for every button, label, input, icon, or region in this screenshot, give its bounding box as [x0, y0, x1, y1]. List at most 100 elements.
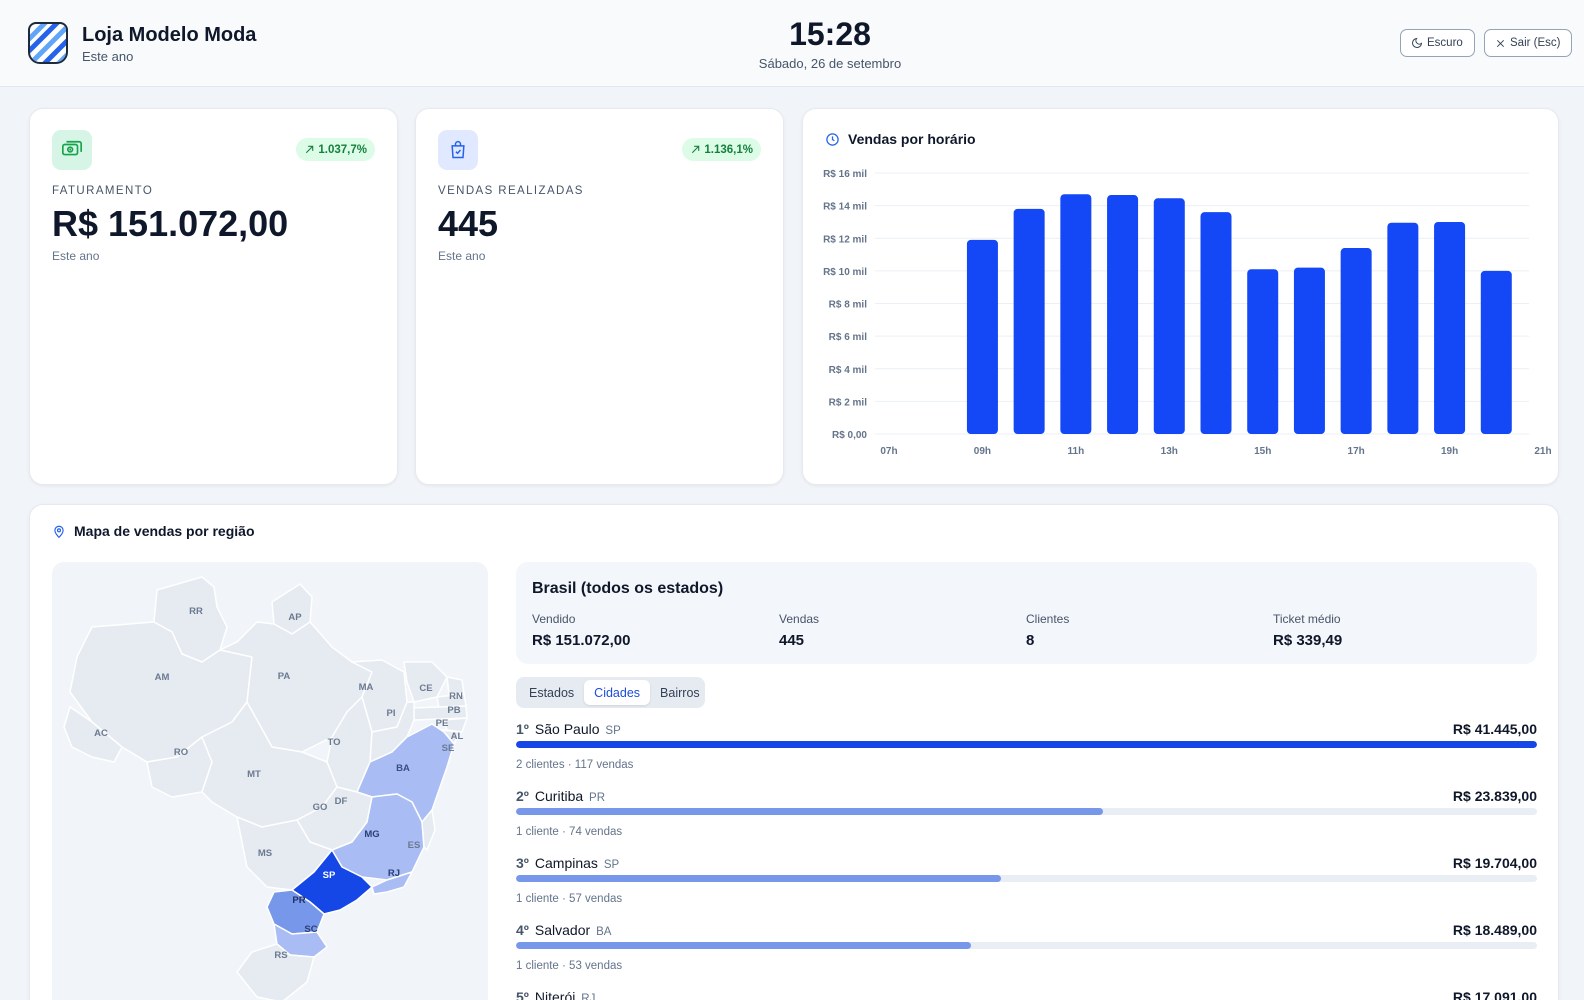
- chart-bar: [1153, 198, 1185, 434]
- chart-y-tick-label: R$ 16 mil: [823, 169, 867, 180]
- chart-x-tick-label: 07h: [880, 446, 897, 457]
- chart-x-tick-label: 11h: [1068, 446, 1085, 457]
- map-state-rj[interactable]: [371, 871, 413, 895]
- chart-bar: [1107, 195, 1139, 434]
- revenue-growth-value: 1.037,7%: [318, 143, 367, 156]
- chart-bar: [1013, 208, 1045, 434]
- chart-y-tick-label: R$ 12 mil: [823, 234, 867, 245]
- tab-cidades[interactable]: Cidades: [584, 680, 651, 705]
- map-pin-icon: [54, 525, 64, 538]
- revenue-period: Este ano: [52, 249, 100, 263]
- stat-sold-value: R$ 151.072,00: [532, 632, 631, 649]
- chart-bar: [1247, 269, 1279, 434]
- chart-x-tick-label: 21h: [1534, 446, 1551, 457]
- trend-up-icon: [306, 145, 314, 154]
- city-ranking-row[interactable]: 4º Salvador BA R$ 18.489,00 1 cliente · 53 …: [516, 916, 1537, 983]
- hourly-sales-title: Vendas por horário: [825, 131, 976, 147]
- clock-icon: [826, 132, 839, 146]
- chart-x-tick-label: 15h: [1254, 446, 1271, 457]
- city-rank-position: 3º: [516, 855, 529, 871]
- map-label-rj: RJ: [388, 868, 400, 879]
- map-state-es[interactable]: [421, 809, 436, 851]
- region-map-card: Mapa de vendas por região: [29, 504, 1559, 1000]
- chart-bar: [966, 239, 998, 434]
- map-state-al[interactable]: [443, 717, 468, 733]
- chart-y-tick-label: R$ 10 mil: [823, 267, 867, 278]
- map-label-ma: MA: [359, 682, 374, 693]
- sales-growth-value: 1.136,1%: [704, 143, 753, 156]
- map-label-pr: PR: [292, 895, 305, 906]
- map-label-to: TO: [327, 737, 340, 748]
- city-ranking-row[interactable]: 2º Curitiba PR R$ 23.839,00 1 cliente · 74 …: [516, 782, 1537, 849]
- city-rank-position: 4º: [516, 922, 529, 938]
- chart-x-tick-label: 13h: [1161, 446, 1178, 457]
- city-revenue: R$ 17.091,00: [1452, 989, 1537, 1000]
- store-name: Loja Modelo Moda: [82, 24, 257, 46]
- chart-x-tick-label: 17h: [1348, 446, 1365, 457]
- map-label-mg: MG: [364, 829, 379, 840]
- region-summary-title: Brasil (todos os estados): [532, 580, 724, 597]
- city-ranking-row[interactable]: 3º Campinas SP R$ 19.704,00 1 cliente · 57 …: [516, 849, 1537, 916]
- city-name: Salvador: [534, 922, 591, 938]
- city-revenue-bar-track: [516, 875, 1537, 882]
- map-state-rs[interactable]: [236, 943, 315, 1000]
- sales-value: 445: [438, 203, 499, 244]
- city-name: Niterói: [534, 989, 576, 1000]
- city-state: BA: [596, 926, 612, 938]
- stat-avg-ticket-value: R$ 339,49: [1273, 632, 1343, 649]
- city-ranking-head: 3º Campinas SP R$ 19.704,00: [516, 855, 1537, 871]
- city-state: RJ: [581, 993, 596, 1000]
- map-label-ba: BA: [396, 763, 410, 774]
- map-label-rr: RR: [189, 606, 203, 617]
- sales-label: VENDAS REALIZADAS: [438, 185, 584, 197]
- chart-y-tick-label: R$ 2 mil: [829, 397, 868, 408]
- city-revenue-bar-fill: [516, 942, 972, 949]
- tab-bairros[interactable]: Bairros: [660, 685, 700, 700]
- city-meta: 1 cliente · 57 vendas: [516, 893, 623, 905]
- chart-bar: [1200, 212, 1232, 434]
- sales-period: Este ano: [438, 249, 486, 263]
- city-meta: 1 cliente · 74 vendas: [516, 826, 623, 838]
- map-label-sc: SC: [304, 924, 317, 935]
- dark-mode-button[interactable]: Escuro: [1400, 29, 1475, 57]
- city-ranking-head: 1º São Paulo SP R$ 41.445,00: [516, 721, 1537, 737]
- stat-customers: Clientes 8: [1026, 612, 1069, 649]
- map-label-rs: RS: [274, 950, 287, 961]
- map-label-df: DF: [335, 796, 348, 807]
- hourly-sales-card: Vendas por horário R$ 0,00 R$ 2 mil R$ 4 m…: [802, 108, 1559, 485]
- chart-bar: [1480, 270, 1512, 434]
- hourly-sales-title-text: Vendas por horário: [848, 131, 976, 147]
- city-revenue-bar-track: [516, 942, 1537, 949]
- city-ranking-row[interactable]: 1º São Paulo SP R$ 41.445,00 2 clientes · 1…: [516, 715, 1537, 782]
- city-meta: 2 clientes · 117 vendas: [516, 759, 634, 771]
- map-label-mt: MT: [247, 769, 261, 780]
- city-ranking-row[interactable]: 5º Niterói RJ R$ 17.091,00: [516, 983, 1537, 1000]
- map-label-ce: CE: [419, 683, 432, 694]
- chart-y-tick-label: R$ 0,00: [832, 430, 867, 441]
- city-meta: 1 cliente · 53 vendas: [516, 960, 623, 972]
- city-revenue-bar-track: [516, 808, 1537, 815]
- map-label-go: GO: [313, 802, 328, 813]
- map-label-ms: MS: [258, 848, 272, 859]
- dark-mode-label: Escuro: [1427, 37, 1463, 49]
- city-rank-position: 2º: [516, 788, 529, 804]
- exit-button[interactable]: Sair (Esc): [1484, 29, 1572, 57]
- stat-sales-label: Vendas: [779, 612, 820, 626]
- top-header: Loja Modelo Moda Este ano 15:28 Sábado, …: [0, 0, 1584, 87]
- chart-x-tick-label: 09h: [974, 446, 991, 457]
- clock: 15:28: [789, 16, 871, 52]
- region-map-title-text: Mapa de vendas por região: [74, 523, 255, 539]
- map-state-ac[interactable]: [63, 706, 123, 763]
- city-revenue: R$ 18.489,00: [1452, 922, 1537, 938]
- city-rank-position: 5º: [516, 989, 529, 1000]
- stat-sales: Vendas 445: [779, 612, 819, 649]
- revenue-card: 1.037,7% FATURAMENTO R$ 151.072,00 Este …: [29, 108, 398, 485]
- tab-estados[interactable]: Estados: [529, 685, 575, 700]
- map-label-al: AL: [451, 731, 464, 742]
- city-ranking-head: 4º Salvador BA R$ 18.489,00: [516, 922, 1537, 938]
- brazil-map-svg: RR AP AM PA MA CE RN PB PE AL SE AC RO T…: [63, 576, 468, 1000]
- map-label-ac: AC: [94, 728, 108, 739]
- revenue-value: R$ 151.072,00: [52, 203, 289, 244]
- revenue-label: FATURAMENTO: [52, 185, 154, 197]
- exit-label: Sair (Esc): [1510, 37, 1561, 49]
